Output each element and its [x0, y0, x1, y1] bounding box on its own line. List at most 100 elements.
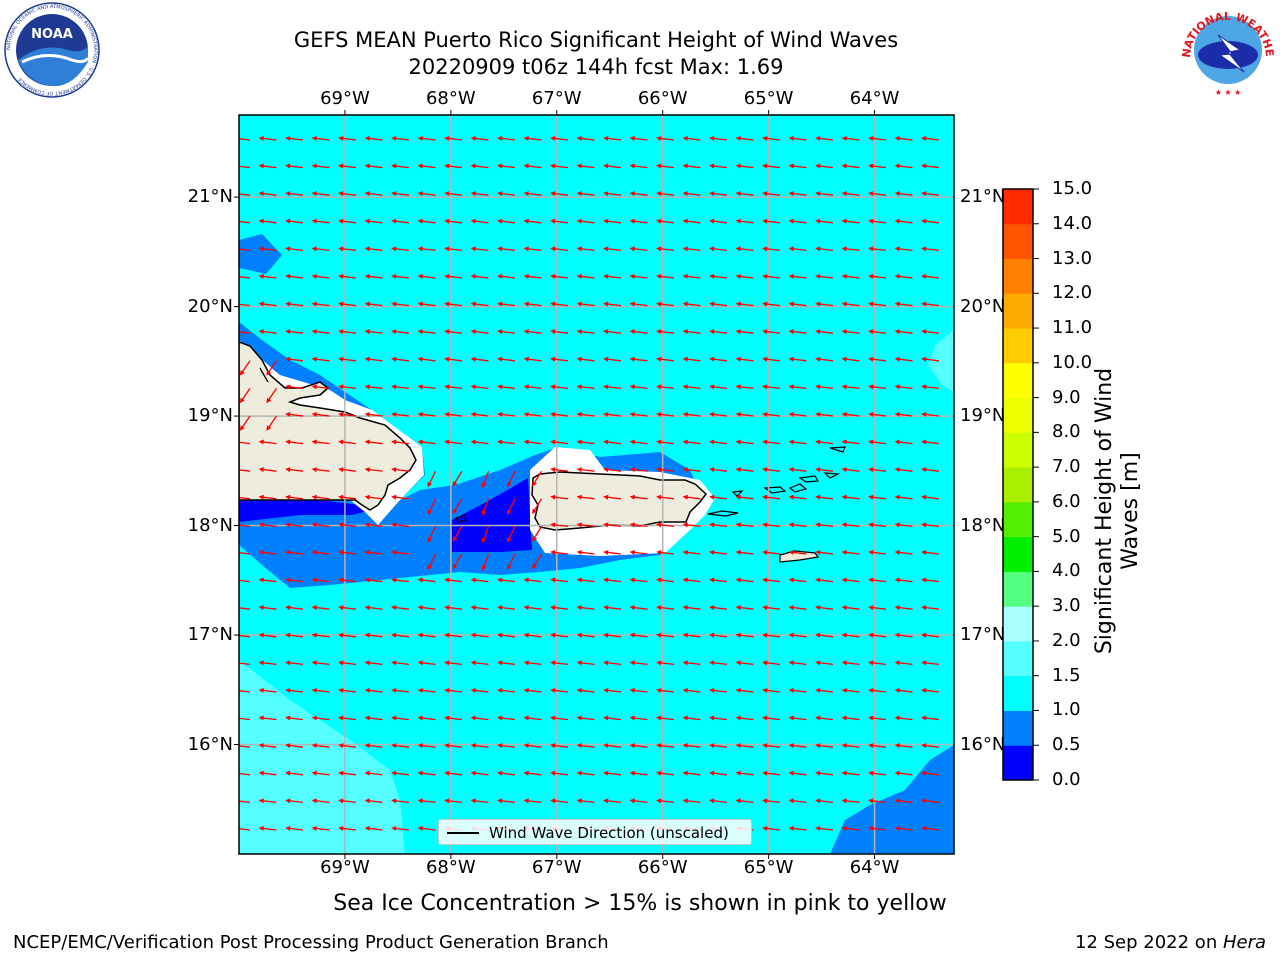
- wind-wave-arrow: [497, 329, 516, 335]
- wind-wave-arrow: [788, 715, 807, 721]
- wind-wave-arrow: [762, 715, 781, 721]
- lat-label-left: 16°N: [187, 733, 233, 755]
- wind-wave-arrow: [868, 191, 887, 197]
- wind-wave-arrow: [497, 135, 516, 141]
- wind-wave-arrow: [603, 687, 622, 693]
- wind-wave-arrow: [656, 660, 675, 666]
- wind-wave-arrow: [815, 825, 834, 831]
- wind-wave-arrow: [239, 165, 251, 169]
- wind-wave-arrow: [497, 356, 516, 362]
- wind-wave-arrow: [391, 467, 410, 473]
- wind-wave-arrow: [762, 246, 781, 252]
- wind-wave-arrow: [921, 715, 940, 721]
- wind-wave-arrow: [709, 163, 728, 169]
- wind-wave-arrow: [550, 605, 569, 611]
- wind-wave-arrow: [656, 467, 675, 473]
- wind-wave-arrow: [735, 467, 754, 473]
- wind-wave-arrow: [481, 526, 490, 544]
- wind-wave-arrow: [417, 301, 436, 307]
- nws-logo: NATIONAL WEATHER SERVICE ★ ★ ★: [1178, 0, 1276, 97]
- wind-wave-arrow: [523, 715, 542, 721]
- wind-wave-arrow: [682, 191, 701, 197]
- wind-wave-arrow: [497, 715, 516, 721]
- wind-wave-arrow: [338, 163, 357, 169]
- wind-wave-arrow: [391, 135, 410, 141]
- wind-wave-arrow: [470, 356, 489, 362]
- wind-wave-arrow: [815, 660, 834, 666]
- wind-wave-arrow: [735, 798, 754, 804]
- wind-wave-arrow: [239, 276, 251, 279]
- wind-wave-arrow: [258, 577, 277, 583]
- wind-wave-arrow: [629, 743, 648, 749]
- wind-wave-arrow: [507, 498, 516, 516]
- wind-wave-arrow: [391, 218, 410, 224]
- wind-wave-arrow: [709, 632, 728, 638]
- wind-wave-arrow: [868, 301, 887, 307]
- wind-wave-arrow: [656, 411, 675, 417]
- wind-wave-arrow: [762, 135, 781, 141]
- wind-wave-arrow: [762, 605, 781, 611]
- wind-wave-arrow: [921, 687, 940, 693]
- wind-wave-arrow: [921, 356, 940, 362]
- wind-wave-arrow: [338, 660, 357, 666]
- wind-wave-arrow: [709, 798, 728, 804]
- wind-wave-arrow: [576, 494, 595, 500]
- wind-wave-arrow: [391, 687, 410, 693]
- wind-wave-arrow: [311, 798, 330, 804]
- wind-wave-arrow: [391, 577, 410, 583]
- wind-wave-arrow: [239, 248, 251, 252]
- wind-wave-arrow: [497, 687, 516, 693]
- wind-wave-arrow: [629, 163, 648, 169]
- colorbar-segment: [1003, 258, 1033, 294]
- wind-wave-arrow: [788, 218, 807, 224]
- wind-wave-arrow: [868, 770, 887, 776]
- wind-wave-arrow: [868, 273, 887, 279]
- wind-wave-arrow: [550, 246, 569, 252]
- wind-wave-arrow: [285, 439, 304, 445]
- wind-wave-arrow: [788, 825, 807, 831]
- wind-wave-arrow: [391, 329, 410, 335]
- wind-wave-arrow: [576, 577, 595, 583]
- wind-wave-arrow: [603, 329, 622, 335]
- wind-wave-arrow: [762, 191, 781, 197]
- wind-wave-arrow: [364, 825, 383, 831]
- wind-wave-arrow: [470, 135, 489, 141]
- wind-wave-arrow: [470, 743, 489, 749]
- wind-wave-arrow: [735, 411, 754, 417]
- wind-wave-arrow: [576, 135, 595, 141]
- wind-wave-arrow: [497, 577, 516, 583]
- wind-wave-arrow: [603, 384, 622, 390]
- wind-wave-arrow: [391, 246, 410, 252]
- wind-wave-arrow: [364, 798, 383, 804]
- wind-wave-arrow: [427, 470, 437, 488]
- wind-wave-arrow: [550, 798, 569, 804]
- light-wave-region-southwest: [239, 660, 405, 854]
- wind-wave-arrow: [894, 329, 913, 335]
- wind-wave-arrow: [550, 411, 569, 417]
- wind-wave-arrow: [894, 163, 913, 169]
- wind-wave-arrow: [417, 218, 436, 224]
- wind-wave-arrow: [239, 745, 251, 748]
- wind-wave-arrow: [656, 329, 675, 335]
- wind-wave-arrow: [239, 800, 251, 804]
- wind-wave-arrow: [656, 687, 675, 693]
- colorbar-segment: [1003, 328, 1033, 364]
- wind-wave-arrow: [497, 605, 516, 611]
- wind-wave-arrow: [735, 191, 754, 197]
- wind-wave-arrow: [444, 329, 463, 335]
- wind-wave-arrow: [470, 246, 489, 252]
- wind-wave-arrow: [815, 467, 834, 473]
- wind-wave-arrow: [868, 522, 887, 528]
- wind-wave-arrow: [470, 660, 489, 666]
- wind-wave-arrow: [709, 135, 728, 141]
- wind-wave-arrow: [603, 191, 622, 197]
- wind-wave-arrow: [921, 522, 940, 528]
- wind-wave-arrow: [258, 246, 277, 252]
- wind-wave-arrow: [364, 191, 383, 197]
- wind-wave-arrow: [497, 770, 516, 776]
- wind-wave-arrow: [762, 411, 781, 417]
- wind-wave-arrow: [894, 687, 913, 693]
- colorbar-tick-label: 2.0: [1052, 629, 1081, 651]
- wind-wave-arrow: [762, 798, 781, 804]
- wind-wave-arrow: [815, 687, 834, 693]
